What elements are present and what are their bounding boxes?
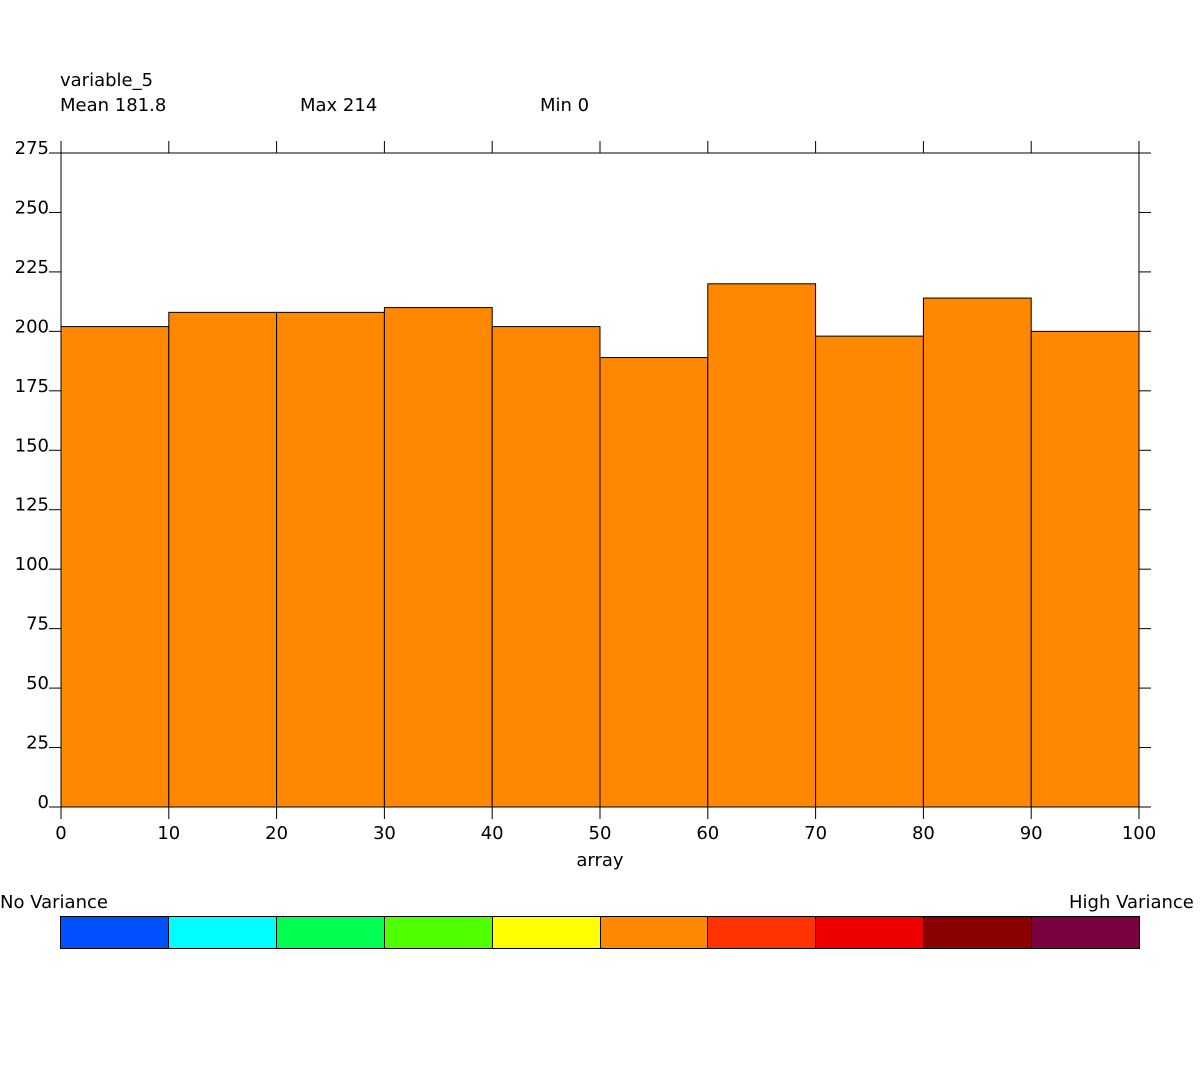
histogram-bar [60, 326, 170, 808]
x-tick-label: 30 [373, 823, 396, 844]
colorbar-swatch [276, 917, 385, 948]
colorbar-swatch [600, 917, 709, 948]
colorbar-swatch [384, 917, 493, 948]
y-tick-label: 0 [38, 792, 49, 813]
x-axis-title: array [576, 850, 624, 871]
colorbar-swatch [708, 917, 817, 948]
mean-stat: Mean 181.8 [60, 95, 167, 116]
histogram-bar [1030, 330, 1140, 808]
legend-high-label: High Variance [1069, 892, 1194, 913]
x-tick-label: 70 [804, 823, 827, 844]
x-tick-label: 50 [589, 823, 612, 844]
colorbar-swatch [168, 917, 277, 948]
x-tick-label: 100 [1122, 823, 1156, 844]
y-tick-label: 50 [26, 673, 49, 694]
histogram-bar [491, 326, 601, 808]
y-tick-label: 125 [15, 495, 49, 516]
x-tick-label: 80 [912, 823, 935, 844]
bars-group [60, 283, 1140, 808]
colorbar-swatch [492, 917, 601, 948]
y-tick-label: 200 [15, 316, 49, 337]
y-tick-label: 225 [15, 257, 49, 278]
x-tick-label: 40 [481, 823, 504, 844]
y-tick-label: 150 [15, 435, 49, 456]
histogram-bar [383, 307, 493, 808]
legend-low-label: No Variance [0, 892, 108, 913]
y-tick-label: 25 [26, 733, 49, 754]
y-tick-label: 100 [15, 554, 49, 575]
colorbar-swatch [816, 917, 925, 948]
histogram-bar [168, 311, 278, 808]
histogram-chart: 0 25 50 75 100 125 150 175 200 225 250 275 0 10 20 30 4… [15, 138, 1157, 871]
histogram-bar [276, 311, 385, 808]
x-tick-label: 10 [157, 823, 180, 844]
y-tick-label: 275 [15, 138, 49, 159]
y-tick-label: 250 [15, 197, 49, 218]
max-stat: Max 214 [300, 95, 378, 116]
y-tick-label: 175 [15, 376, 49, 397]
x-tick-label: 60 [696, 823, 719, 844]
histogram-bar [815, 335, 924, 808]
histogram-bar [922, 297, 1032, 808]
min-stat: Min 0 [540, 95, 590, 116]
y-axis: 0 25 50 75 100 125 150 175 200 225 250 275 [15, 138, 1151, 813]
x-tick-label: 20 [265, 823, 288, 844]
variance-colorbar [60, 916, 1140, 949]
variable-name: variable_5 [60, 70, 154, 91]
y-tick-label: 75 [26, 614, 49, 635]
colorbar-swatch [1032, 917, 1140, 948]
x-axis: 0 10 20 30 40 50 60 70 80 90 100 [55, 141, 1156, 844]
x-tick-label: 90 [1020, 823, 1043, 844]
x-tick-label: 0 [55, 823, 66, 844]
histogram-bar [707, 283, 817, 808]
colorbar-swatch [61, 917, 169, 948]
colorbar-swatch [924, 917, 1033, 948]
histogram-bar [599, 357, 709, 808]
